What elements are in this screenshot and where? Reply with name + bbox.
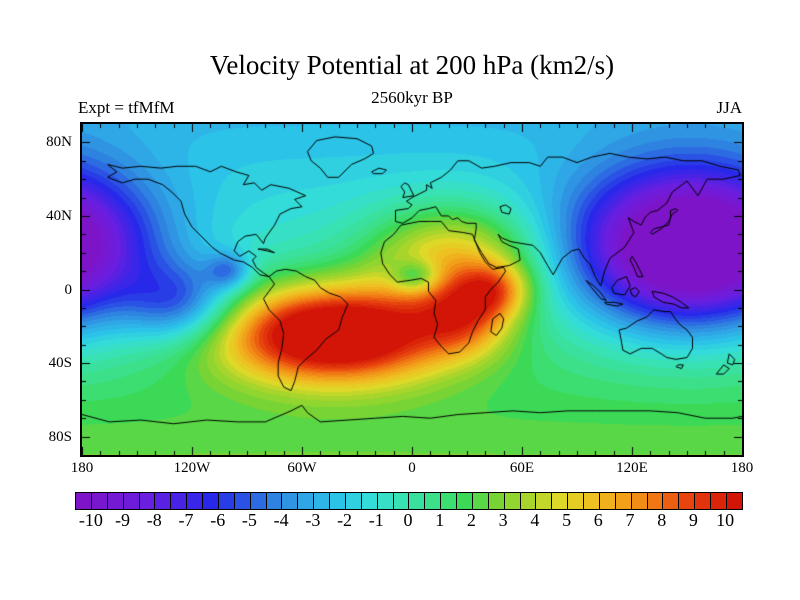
colorbar-cell	[503, 493, 520, 509]
colorbar-cell	[281, 493, 298, 509]
experiment-label: Expt = tfMfM	[78, 98, 175, 117]
x-axis-label: 60W	[287, 460, 317, 476]
colorbar-tick-label: -6	[210, 510, 226, 530]
colorbar-cell	[630, 493, 647, 509]
colorbar-tick-label: 4	[530, 510, 540, 530]
x-axis-label: 120W	[173, 460, 211, 476]
colorbar-tick-label: -8	[146, 510, 162, 530]
chart-subtitle: 2560kyr BP	[371, 88, 453, 107]
colorbar-cell	[122, 493, 139, 509]
colorbar-cell	[408, 493, 425, 509]
colorbar-tick-label: 3	[498, 510, 508, 530]
colorbar-tick-label: -3	[305, 510, 321, 530]
colorbar-cell	[662, 493, 679, 509]
colorbar-cell	[583, 493, 599, 509]
colorbar-cell	[138, 493, 155, 509]
colorbar-cell	[217, 493, 234, 509]
colorbar-tick-label: -9	[115, 510, 131, 530]
colorbar-cell	[76, 493, 91, 509]
colorbar-tick-label: -7	[178, 510, 194, 530]
colorbar-tick-label: 6	[593, 510, 603, 530]
colorbar-tick-label: 2	[466, 510, 476, 530]
colorbar-cell	[424, 493, 441, 509]
colorbar-tick-label: 7	[625, 510, 635, 530]
x-axis-label: 0	[408, 460, 416, 476]
colorbar-cell	[678, 493, 695, 509]
colorbar-cell	[710, 493, 726, 509]
colorbar-cell	[329, 493, 345, 509]
colorbar-tick-label: 10	[716, 510, 735, 530]
colorbar-cell	[297, 493, 314, 509]
colorbar-tick-label: 5	[562, 510, 572, 530]
colorbar-cell	[471, 493, 488, 509]
y-axis-label: 0	[64, 281, 73, 298]
y-axis-label: 40S	[48, 355, 72, 372]
colorbar-cell	[598, 493, 615, 509]
x-axis-label: 180	[730, 460, 754, 476]
colorbar-tick-label: -10	[78, 510, 103, 530]
y-axis-label: 80S	[48, 428, 72, 445]
colorbar-cell	[392, 493, 409, 509]
colorbar-cell	[186, 493, 202, 509]
colorbar-cell	[614, 493, 631, 509]
colorbar-cell	[154, 493, 171, 509]
colorbar-tick-label: -4	[273, 510, 289, 530]
x-axis-label: 180	[70, 460, 94, 476]
x-axis-label: 120E	[616, 460, 648, 476]
colorbar-cell	[440, 493, 456, 509]
colorbar-cell	[551, 493, 568, 509]
colorbar-cell	[233, 493, 250, 509]
colorbar-cell	[106, 493, 123, 509]
colorbar-cell	[567, 493, 583, 509]
colorbar-cell	[519, 493, 536, 509]
colorbar-tick-label: 1	[435, 510, 445, 530]
colorbar-cell	[313, 493, 329, 509]
colorbar-cell	[265, 493, 282, 509]
colorbar-tick-label: -1	[368, 510, 384, 530]
colorbar-cell	[725, 493, 742, 509]
map-plot-area	[80, 122, 744, 457]
colorbar-cell	[535, 493, 552, 509]
colorbar-tick-label: -2	[337, 510, 353, 530]
colorbar-cell	[376, 493, 393, 509]
season-label: JJA	[716, 98, 742, 117]
colorbar-cell	[360, 493, 377, 509]
map-canvas	[80, 122, 744, 457]
y-axis-label: 40N	[46, 207, 72, 224]
colorbar-cell	[646, 493, 663, 509]
colorbar-tick-label: -5	[241, 510, 257, 530]
colorbar-cell	[344, 493, 361, 509]
colorbar-cell	[456, 493, 472, 509]
colorbar-cell	[694, 493, 710, 509]
colorbar-cell	[170, 493, 187, 509]
colorbar-cell	[202, 493, 218, 509]
colorbar-tick-label: 8	[657, 510, 667, 530]
colorbar	[75, 492, 743, 510]
chart-title: Velocity Potential at 200 hPa (km2/s)	[209, 50, 615, 80]
colorbar-cell	[90, 493, 107, 509]
colorbar-tick-label: 9	[688, 510, 698, 530]
colorbar-cell	[249, 493, 266, 509]
x-axis-label: 60E	[509, 460, 535, 476]
y-axis-label: 80N	[46, 134, 72, 151]
colorbar-cell	[487, 493, 504, 509]
colorbar-tick-label: 0	[403, 510, 413, 530]
